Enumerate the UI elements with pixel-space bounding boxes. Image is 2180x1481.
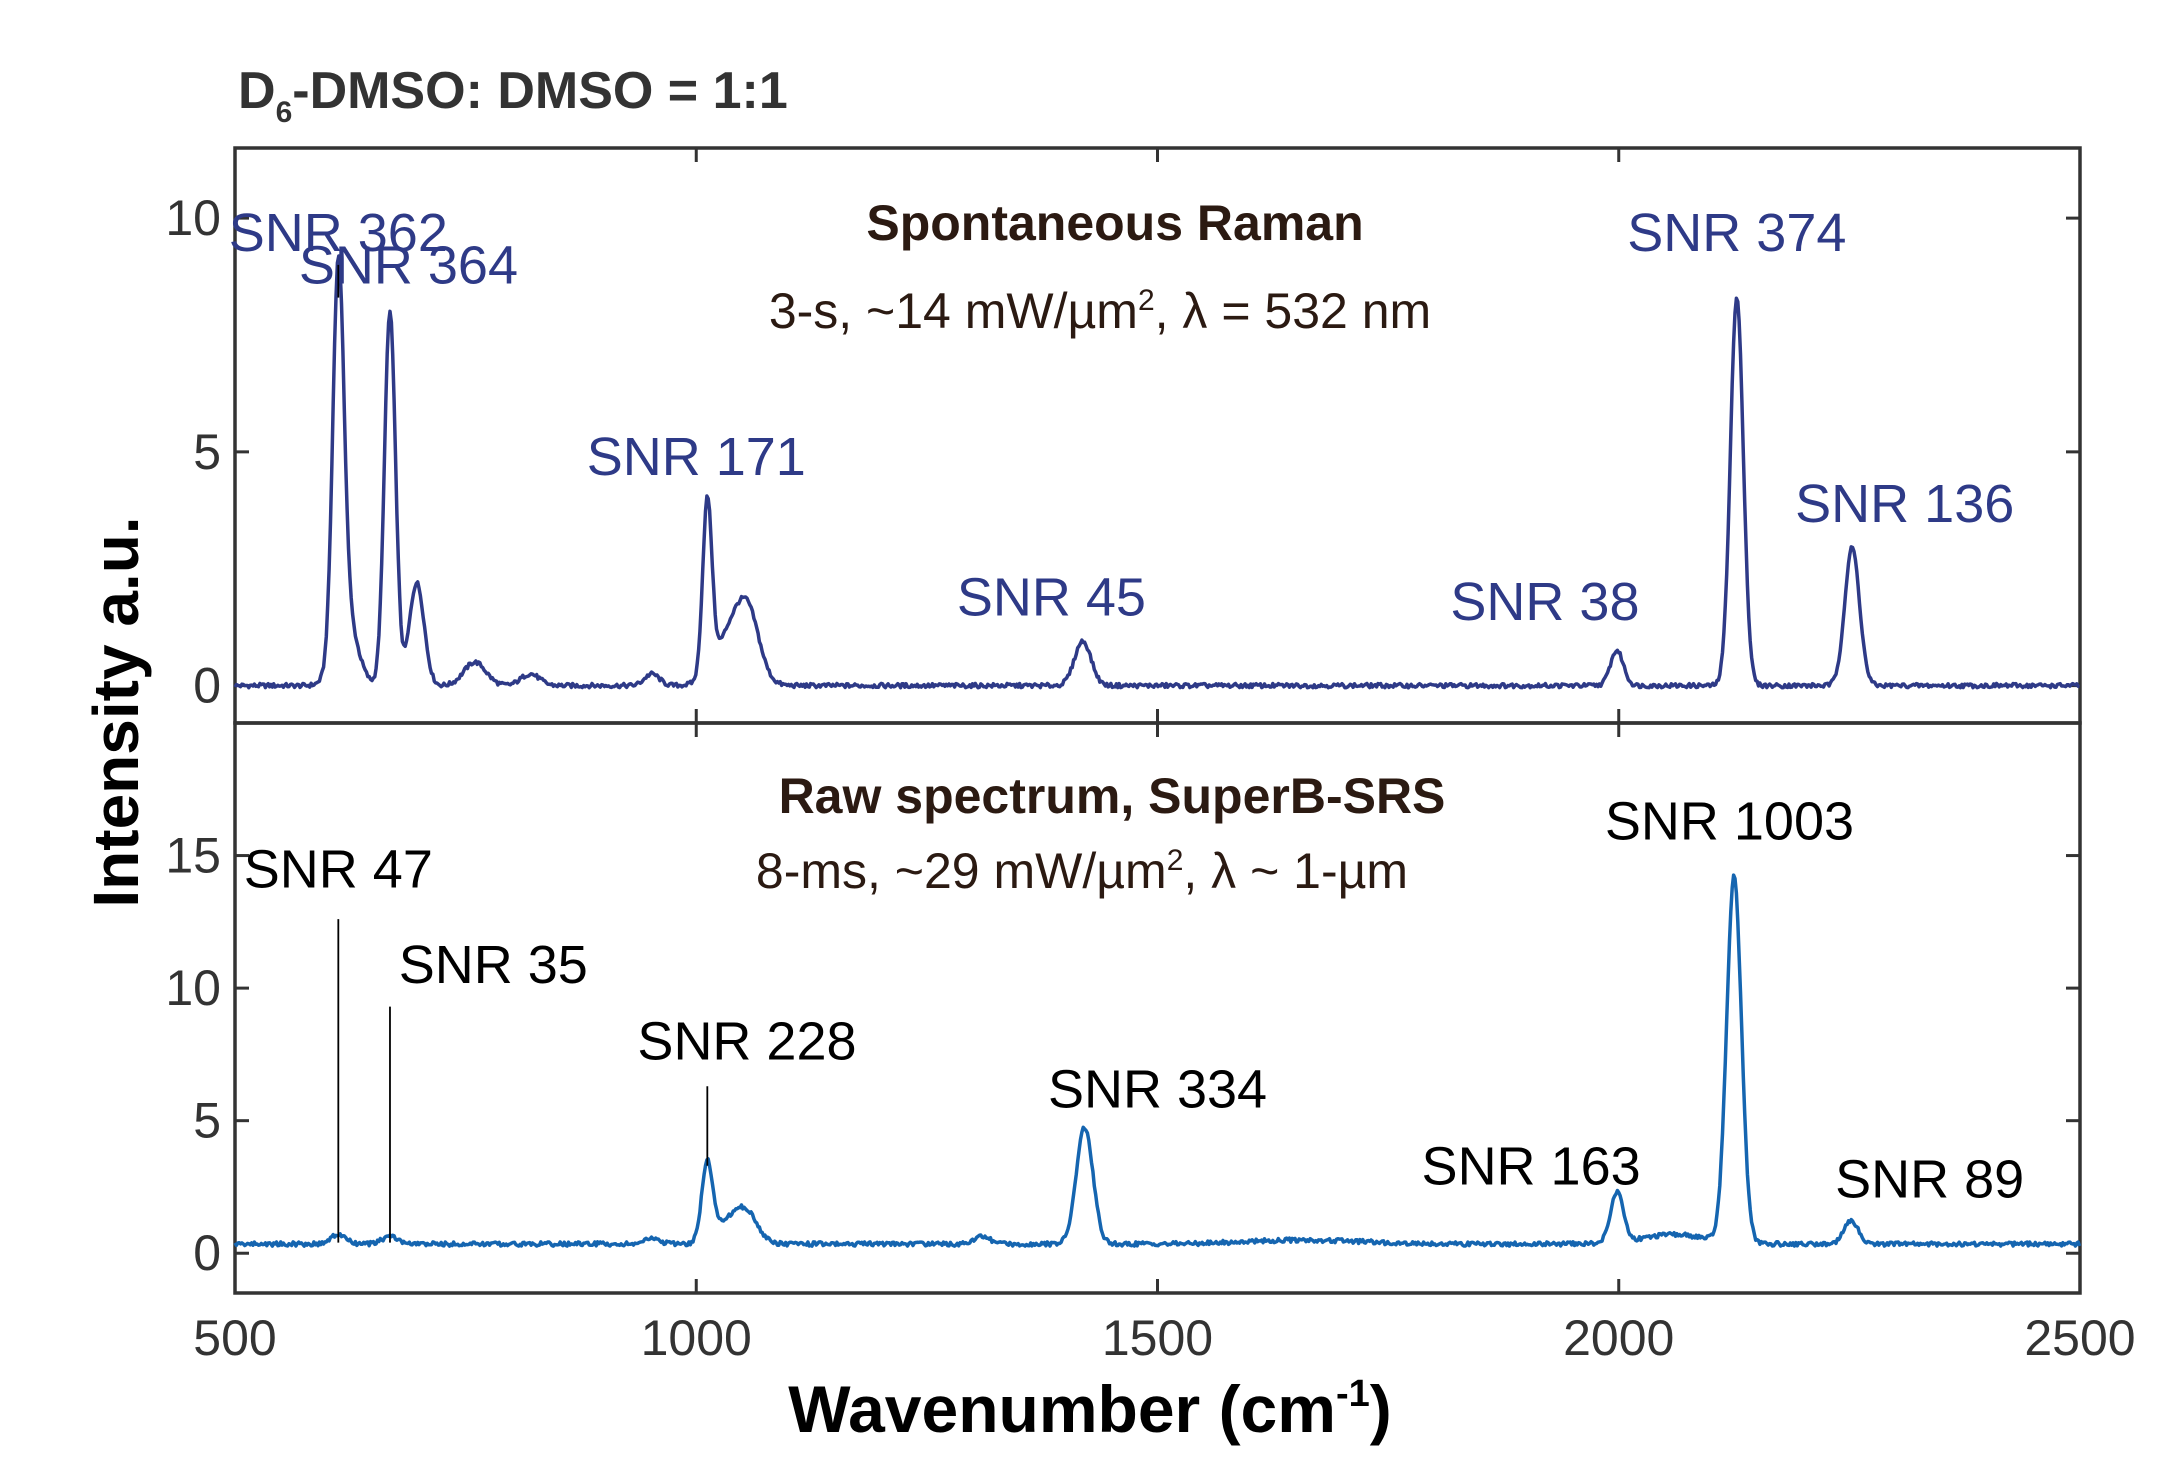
srs-snr-annotation: SNR 163 bbox=[1422, 1136, 1641, 1196]
srs-panel-heading: Raw spectrum, SuperB-SRS bbox=[779, 768, 1446, 824]
srs-y-tick-label: 10 bbox=[165, 960, 221, 1016]
x-tick-label: 2500 bbox=[2024, 1310, 2135, 1366]
x-axis-label-main: Wavenumber (cm bbox=[788, 1372, 1336, 1446]
raman-y-tick-label: 0 bbox=[193, 658, 221, 714]
x-tick-label: 500 bbox=[193, 1310, 276, 1366]
raman-conditions-a: 3-s, ~14 mW/µm bbox=[769, 283, 1138, 339]
raman-snr-annotation: SNR 38 bbox=[1450, 572, 1639, 632]
figure-title-subscript: 6 bbox=[276, 96, 293, 129]
srs-snr-annotation: SNR 35 bbox=[399, 935, 588, 995]
raman-panel-conditions: 3-s, ~14 mW/µm2, λ = 532 nm bbox=[769, 283, 1431, 339]
y-axis-label: Intensity a.u. bbox=[80, 516, 152, 907]
srs-snr-annotation: SNR 47 bbox=[244, 839, 433, 899]
x-axis-label-superscript: -1 bbox=[1336, 1373, 1370, 1415]
x-tick-label: 1000 bbox=[641, 1310, 752, 1366]
raman-y-tick-label: 5 bbox=[193, 424, 221, 480]
figure-title: D6-DMSO: DMSO = 1:1 bbox=[238, 62, 788, 129]
srs-snr-annotation: SNR 1003 bbox=[1605, 792, 1854, 852]
raman-panel-heading: Spontaneous Raman bbox=[866, 195, 1363, 251]
srs-y-tick-label: 15 bbox=[165, 828, 221, 884]
raman-snr-annotation: SNR 364 bbox=[299, 236, 518, 296]
srs-conditions-a: 8-ms, ~29 mW/µm bbox=[756, 843, 1167, 899]
srs-spectrum-line bbox=[233, 873, 2082, 1248]
raman-snr-annotation: SNR 45 bbox=[957, 567, 1146, 627]
raman-snr-annotation: SNR 362 bbox=[229, 203, 448, 263]
raman-snr-annotation: SNR 171 bbox=[587, 427, 806, 487]
srs-snr-annotation: SNR 334 bbox=[1048, 1059, 1267, 1119]
srs-snr-annotation: SNR 89 bbox=[1835, 1150, 2024, 1210]
x-axis-label: Wavenumber (cm-1) bbox=[788, 1372, 1391, 1446]
srs-panel-conditions: 8-ms, ~29 mW/µm2, λ ~ 1-µm bbox=[756, 843, 1408, 899]
x-tick-label: 1500 bbox=[1102, 1310, 1213, 1366]
raman-conditions-b: , λ = 532 nm bbox=[1155, 283, 1432, 339]
figure-title-rest: -DMSO: DMSO = 1:1 bbox=[292, 62, 788, 120]
figure-title-base: D bbox=[238, 62, 276, 120]
raman-snr-annotation: SNR 136 bbox=[1795, 474, 2014, 534]
srs-conditions-b: , λ ~ 1-µm bbox=[1183, 843, 1408, 899]
x-axis-label-close: ) bbox=[1370, 1372, 1392, 1446]
raman-conditions-sup: 2 bbox=[1138, 284, 1155, 317]
raman-snr-annotation: SNR 374 bbox=[1627, 203, 1846, 263]
bottom-panel-srs: 0 5 10 15 500 1000 1500 2000 2500 SNR 47 SNR 35 SNR… bbox=[165, 721, 2136, 1366]
srs-y-tick-label: 5 bbox=[193, 1093, 221, 1149]
srs-conditions-sup: 2 bbox=[1167, 844, 1184, 877]
srs-y-tick-label: 0 bbox=[193, 1225, 221, 1281]
x-tick-label: 2000 bbox=[1563, 1310, 1674, 1366]
raman-spectrum-line bbox=[233, 254, 2080, 690]
raman-y-tick-label: 10 bbox=[165, 190, 221, 246]
srs-snr-annotation: SNR 228 bbox=[637, 1012, 856, 1072]
